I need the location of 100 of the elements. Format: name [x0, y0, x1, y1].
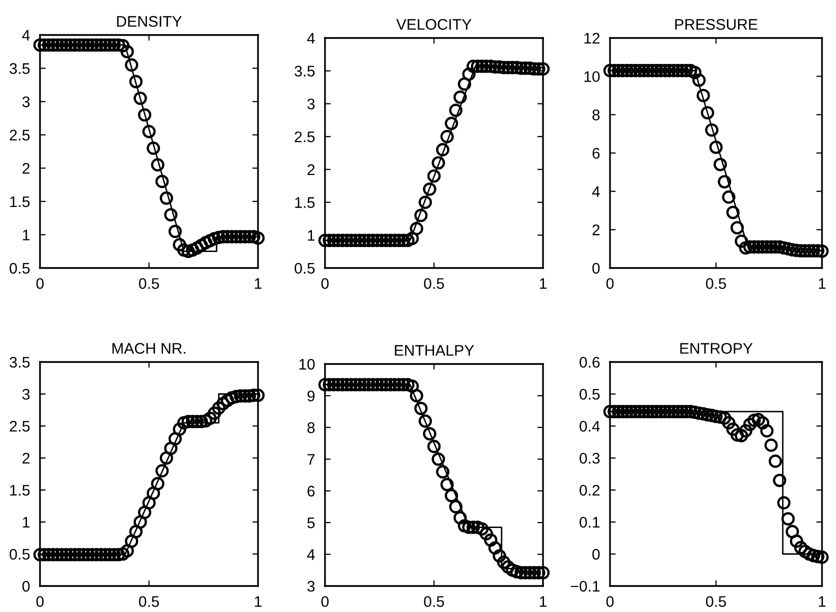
point — [124, 534, 138, 548]
y-tick-label: 10 — [584, 71, 600, 82]
y-tick-label: 2.5 — [294, 131, 315, 142]
point — [138, 506, 152, 520]
y-tick-label: 9 — [308, 390, 315, 402]
point — [146, 142, 160, 155]
point — [422, 427, 436, 440]
point — [536, 566, 550, 580]
x-tick-label: 1 — [540, 596, 547, 607]
point — [164, 442, 178, 456]
point — [475, 522, 489, 536]
point — [120, 44, 134, 58]
x-tick-label: 1 — [818, 596, 826, 607]
y-tick-label: 2 — [592, 224, 600, 236]
y-tick-label: 0.4 — [580, 420, 600, 432]
point — [164, 208, 178, 222]
y-tick-label: 4 — [22, 30, 30, 41]
point — [33, 548, 47, 562]
y-tick-label: 0 — [22, 580, 30, 592]
x-tick-label: 0 — [321, 596, 329, 607]
point — [480, 527, 493, 540]
y-tick-label: 4 — [592, 186, 600, 197]
point — [414, 402, 428, 416]
point — [172, 238, 186, 252]
y-tick-label: 0 — [592, 548, 600, 560]
point — [743, 418, 757, 432]
y-tick-label: 4 — [307, 33, 315, 44]
point — [501, 560, 515, 574]
point — [453, 511, 467, 524]
y-tick-label: 0.3 — [580, 452, 600, 464]
y-tick-label: 0.5 — [10, 548, 30, 560]
point — [798, 544, 812, 558]
point — [772, 474, 786, 488]
point — [756, 416, 770, 430]
point — [410, 389, 424, 402]
point — [440, 478, 454, 492]
y-tick-label: 3 — [307, 580, 315, 592]
point — [160, 451, 174, 465]
y-tick-label: 12 — [584, 32, 600, 44]
y-tick-label: 1 — [22, 230, 30, 240]
point — [216, 396, 230, 410]
point — [462, 67, 476, 81]
point — [208, 406, 222, 420]
point — [432, 452, 446, 466]
point — [688, 66, 702, 80]
point — [497, 556, 510, 569]
point — [177, 243, 191, 257]
point — [760, 424, 774, 438]
point — [151, 158, 164, 172]
y-tick-label: 0.6 — [580, 356, 600, 368]
y-tick-label: 0.1 — [580, 516, 600, 528]
point — [714, 158, 727, 172]
y-tick-label: 3.5 — [10, 63, 30, 74]
point — [212, 401, 226, 415]
y-tick-label: 2 — [308, 164, 315, 175]
point — [142, 124, 156, 138]
y-tick-label: 4 — [307, 549, 315, 560]
point — [722, 416, 736, 430]
x-tick-label: 0 — [36, 596, 44, 607]
y-tick-label: 5 — [307, 518, 315, 528]
x-tick-label: 0.5 — [138, 596, 159, 607]
x-tick-label: 0 — [36, 278, 44, 289]
point — [406, 380, 419, 393]
point — [318, 378, 332, 392]
point — [414, 208, 428, 222]
point — [484, 533, 498, 547]
point — [790, 534, 804, 548]
y-tick-label: 2.5 — [10, 130, 30, 141]
point — [418, 414, 432, 428]
point — [177, 416, 191, 430]
point — [815, 550, 829, 564]
point — [155, 464, 169, 478]
point — [777, 496, 791, 510]
point — [142, 496, 156, 510]
y-tick-label: 8 — [592, 110, 600, 120]
point — [406, 232, 419, 246]
chart-title: MACH NR. — [112, 343, 186, 354]
point — [786, 524, 799, 538]
point — [536, 62, 550, 76]
point — [440, 130, 454, 144]
point — [696, 88, 710, 102]
point — [718, 411, 732, 425]
point — [488, 541, 502, 555]
point — [155, 174, 169, 188]
chart-title: ENTROPY — [680, 343, 753, 354]
point — [432, 156, 446, 170]
point — [466, 60, 480, 73]
point — [734, 234, 748, 248]
point — [251, 231, 265, 245]
point — [427, 440, 441, 454]
chart-title: ENTHALPY — [394, 345, 474, 356]
point — [726, 206, 740, 220]
point — [458, 519, 472, 532]
point — [739, 241, 752, 255]
point — [444, 488, 458, 502]
x-tick-label: 1 — [818, 278, 826, 289]
y-tick-label: 1.5 — [10, 485, 30, 496]
x-tick-label: 0 — [321, 278, 329, 289]
point — [151, 476, 164, 490]
point — [318, 234, 332, 248]
